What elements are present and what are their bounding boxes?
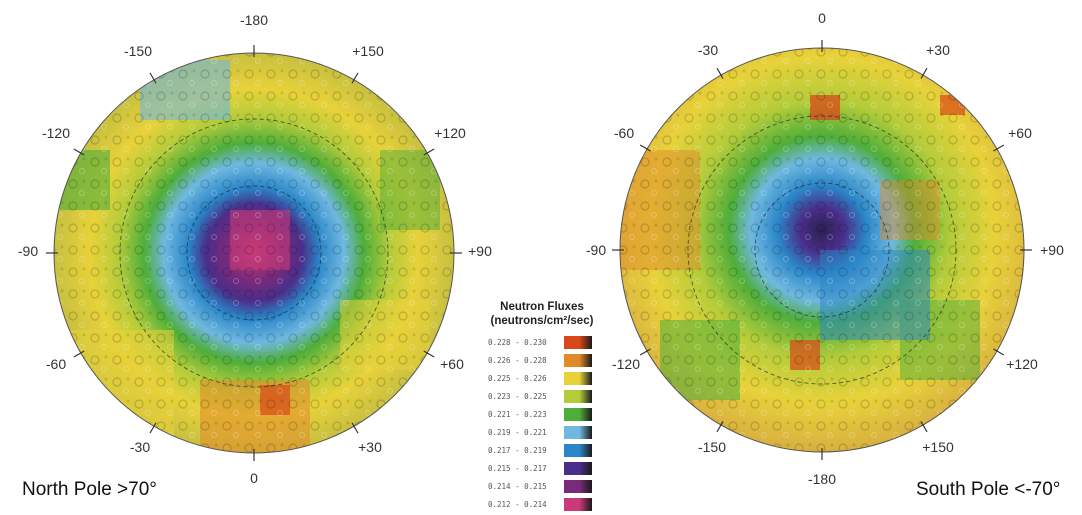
- legend-swatch: [564, 444, 592, 457]
- south-lon-label: +150: [922, 439, 954, 455]
- legend-range-label: 0.226 - 0.228: [488, 356, 547, 365]
- north-lon-label: -180: [239, 12, 269, 28]
- north-lon-tick: [73, 148, 85, 156]
- legend-range-label: 0.214 - 0.215: [488, 482, 547, 491]
- north-lon-tick: [73, 350, 85, 358]
- legend-entry: 0.215 - 0.217: [484, 462, 596, 475]
- south-lon-tick: [920, 421, 928, 433]
- legend-swatch: [564, 372, 592, 385]
- north-lon-ticks: [46, 45, 462, 461]
- south-lon-label: -120: [611, 356, 641, 372]
- north-lon-label: +90: [468, 243, 492, 259]
- legend-swatch: [564, 408, 592, 421]
- south-lon-label: -180: [807, 471, 837, 487]
- legend-range-label: 0.223 - 0.225: [488, 392, 547, 401]
- north-lon-label: 0: [250, 470, 258, 486]
- south-lon-label: +90: [1040, 242, 1064, 258]
- legend-range-label: 0.217 - 0.219: [488, 446, 547, 455]
- legend-entry: 0.226 - 0.228: [484, 354, 596, 367]
- north-lon-tick: [351, 72, 359, 84]
- south-lon-tick: [716, 67, 724, 79]
- legend-entry: 0.217 - 0.219: [484, 444, 596, 457]
- legend-range-label: 0.212 - 0.214: [488, 500, 547, 509]
- south-lon-label: 0: [818, 10, 826, 26]
- legend-swatch: [564, 336, 592, 349]
- south-lon-label: -30: [697, 42, 719, 58]
- legend-swatch: [564, 480, 592, 493]
- north-lon-label: +150: [352, 43, 384, 59]
- legend-range-label: 0.225 - 0.226: [488, 374, 547, 383]
- north-lon-label: +30: [358, 439, 382, 455]
- south-lon-label: -90: [585, 242, 607, 258]
- south-pole-map: [619, 47, 1025, 453]
- north-lon-tick: [149, 72, 157, 84]
- south-lon-tick: [920, 67, 928, 79]
- legend-range-label: 0.219 - 0.221: [488, 428, 547, 437]
- north-lon-tick: [149, 422, 157, 434]
- south-lon-label: -150: [697, 439, 727, 455]
- north-pole-map: [53, 52, 455, 454]
- north-lon-tick: [351, 422, 359, 434]
- legend-swatch: [564, 390, 592, 403]
- legend-range-label: 0.228 - 0.230: [488, 338, 547, 347]
- north-lon-label: -90: [17, 243, 39, 259]
- north-lon-label: -120: [41, 125, 71, 141]
- north-pole-caption: North Pole >70°: [22, 479, 157, 500]
- south-lon-tick: [639, 348, 651, 356]
- north-lon-label: -60: [45, 356, 67, 372]
- north-lon-label: -30: [129, 439, 151, 455]
- south-lon-tick: [639, 144, 651, 152]
- legend-entry: 0.214 - 0.215: [484, 480, 596, 493]
- south-lon-label: +30: [926, 42, 950, 58]
- flux-legend: Neutron Fluxes (neutrons/cm²/sec) 0.228 …: [484, 300, 594, 511]
- legend-entry: 0.219 - 0.221: [484, 426, 596, 439]
- south-lon-tick: [993, 348, 1005, 356]
- legend-swatch: [564, 462, 592, 475]
- legend-entry: 0.223 - 0.225: [484, 390, 596, 403]
- legend-entry: 0.212 - 0.214: [484, 498, 596, 511]
- legend-units: (neutrons/cm²/sec): [490, 315, 594, 327]
- legend-swatch: [564, 354, 592, 367]
- south-lon-tick: [993, 144, 1005, 152]
- north-lon-label: +120: [434, 125, 466, 141]
- legend-range-label: 0.221 - 0.223: [488, 410, 547, 419]
- north-lon-label: -150: [123, 43, 153, 59]
- legend-swatch: [564, 426, 592, 439]
- south-lon-label: +60: [1008, 125, 1032, 141]
- legend-entry: 0.221 - 0.223: [484, 408, 596, 421]
- south-pole-caption: South Pole <-70°: [916, 479, 1061, 500]
- legend-title: Neutron Fluxes: [500, 301, 584, 313]
- south-lon-label: +120: [1006, 356, 1038, 372]
- north-lon-label: +60: [440, 356, 464, 372]
- legend-swatch: [564, 498, 592, 511]
- legend-entry: 0.228 - 0.230: [484, 336, 596, 349]
- north-lon-tick: [423, 350, 435, 358]
- legend-entry: 0.225 - 0.226: [484, 372, 596, 385]
- south-lon-ticks: [612, 40, 1032, 460]
- south-lon-label: -60: [613, 125, 635, 141]
- south-lon-tick: [716, 421, 724, 433]
- legend-range-label: 0.215 - 0.217: [488, 464, 547, 473]
- north-lon-tick: [423, 148, 435, 156]
